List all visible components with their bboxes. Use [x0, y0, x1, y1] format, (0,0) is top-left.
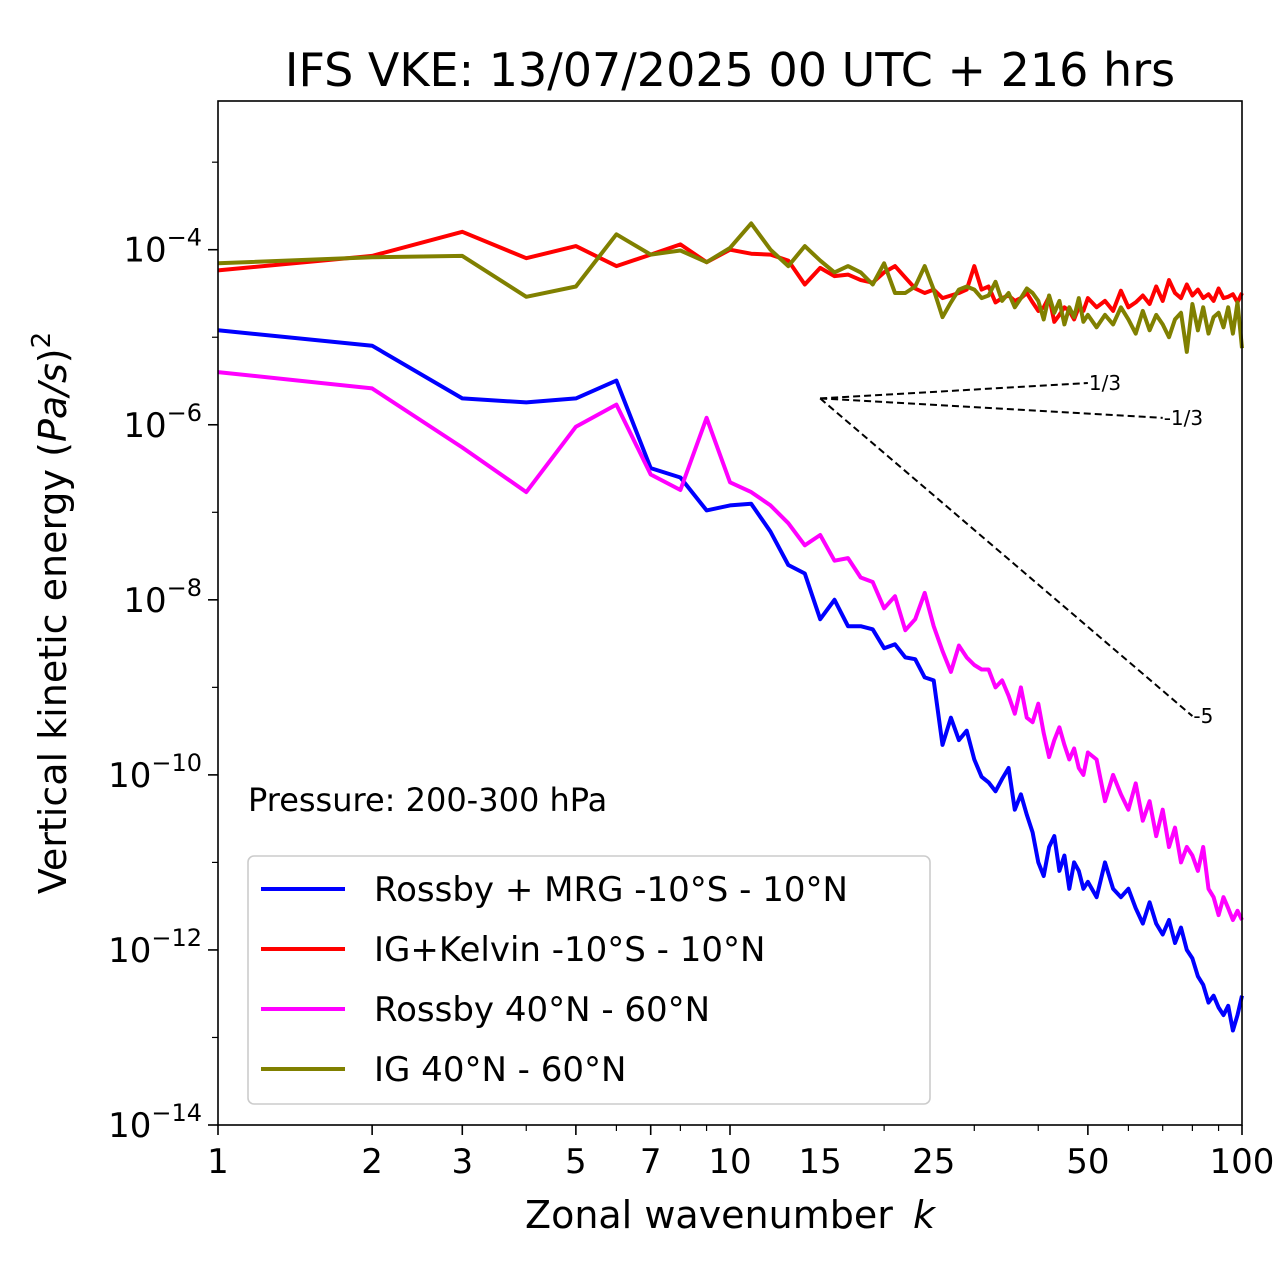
x-tick-label: 50: [1066, 1142, 1109, 1182]
y-tick-label: 10−8: [123, 574, 202, 621]
x-axis-label: Zonal wavenumber k: [525, 1193, 937, 1237]
series-layer: [217, 221, 1244, 1033]
y-tick-label: 10−14: [108, 1099, 202, 1146]
series-line-3: [217, 370, 1244, 922]
x-tick-label: 5: [565, 1142, 587, 1182]
legend-label-3: Rossby 40°N - 60°N: [374, 990, 710, 1030]
x-tick-label: 25: [912, 1142, 955, 1182]
legend-entries: Rossby + MRG -10°S - 10°N IG+Kelvin -10°S…: [261, 870, 848, 1090]
series-line-1: [217, 328, 1244, 1033]
pressure-annotation: Pressure: 200-300 hPa: [248, 781, 607, 819]
x-tick-label: 1: [207, 1142, 229, 1182]
y-axis-label-exponent: 2: [27, 332, 57, 349]
legend-label-4: IG 40°N - 60°N: [374, 1050, 626, 1090]
chart-title: IFS VKE: 13/07/2025 00 UTC + 216 hrs: [285, 43, 1175, 97]
x-tick-label: 15: [799, 1142, 842, 1182]
x-tick-label: 7: [640, 1142, 662, 1182]
legend-label-2: IG+Kelvin -10°S - 10°N: [374, 930, 765, 970]
reference-slope-line-3: [819, 397, 1194, 717]
x-axis-ticks: 1 2 3 5 7 10 15 25 50 100: [207, 1125, 1274, 1182]
x-tick-label: 2: [361, 1142, 383, 1182]
legend-box: [247, 855, 931, 1105]
y-axis-label-suffix: ): [31, 348, 75, 363]
legend: Rossby + MRG -10°S - 10°N IG+Kelvin -10°S…: [247, 855, 931, 1105]
y-tick-label: 10−4: [123, 224, 202, 271]
y-axis-ticks: 10−4 10−6 10−8 10−10 10−12 10−14: [108, 161, 218, 1146]
y-tick-label: 10−6: [123, 399, 202, 446]
reference-slopes: 1/3 -1/3 -5: [819, 371, 1213, 728]
x-axis-label-text: Zonal wavenumber: [525, 1193, 893, 1237]
reference-slope-label-2: -1/3: [1164, 406, 1203, 430]
y-tick-label: 10−12: [108, 924, 202, 971]
y-axis-label-prefix: Vertical kinetic energy (: [31, 442, 75, 894]
series-line-2: [217, 229, 1244, 324]
y-axis-label: Vertical kinetic energy (Pa/s)2: [27, 332, 75, 894]
x-axis-label-variable: k: [913, 1193, 937, 1237]
series-line-4: [217, 221, 1244, 354]
y-axis-label-variable: Pa/s: [31, 363, 75, 442]
legend-label-1: Rossby + MRG -10°S - 10°N: [374, 870, 848, 910]
reference-slope-label-1: 1/3: [1089, 371, 1121, 395]
reference-slope-line-2: [820, 397, 1163, 419]
y-tick-label: 10−10: [108, 749, 202, 796]
x-tick-label: 10: [708, 1142, 751, 1182]
x-tick-label: 100: [1210, 1142, 1275, 1182]
x-tick-label: 3: [451, 1142, 473, 1182]
reference-slope-line-1: [820, 382, 1088, 400]
reference-slope-label-3: -5: [1193, 704, 1213, 728]
